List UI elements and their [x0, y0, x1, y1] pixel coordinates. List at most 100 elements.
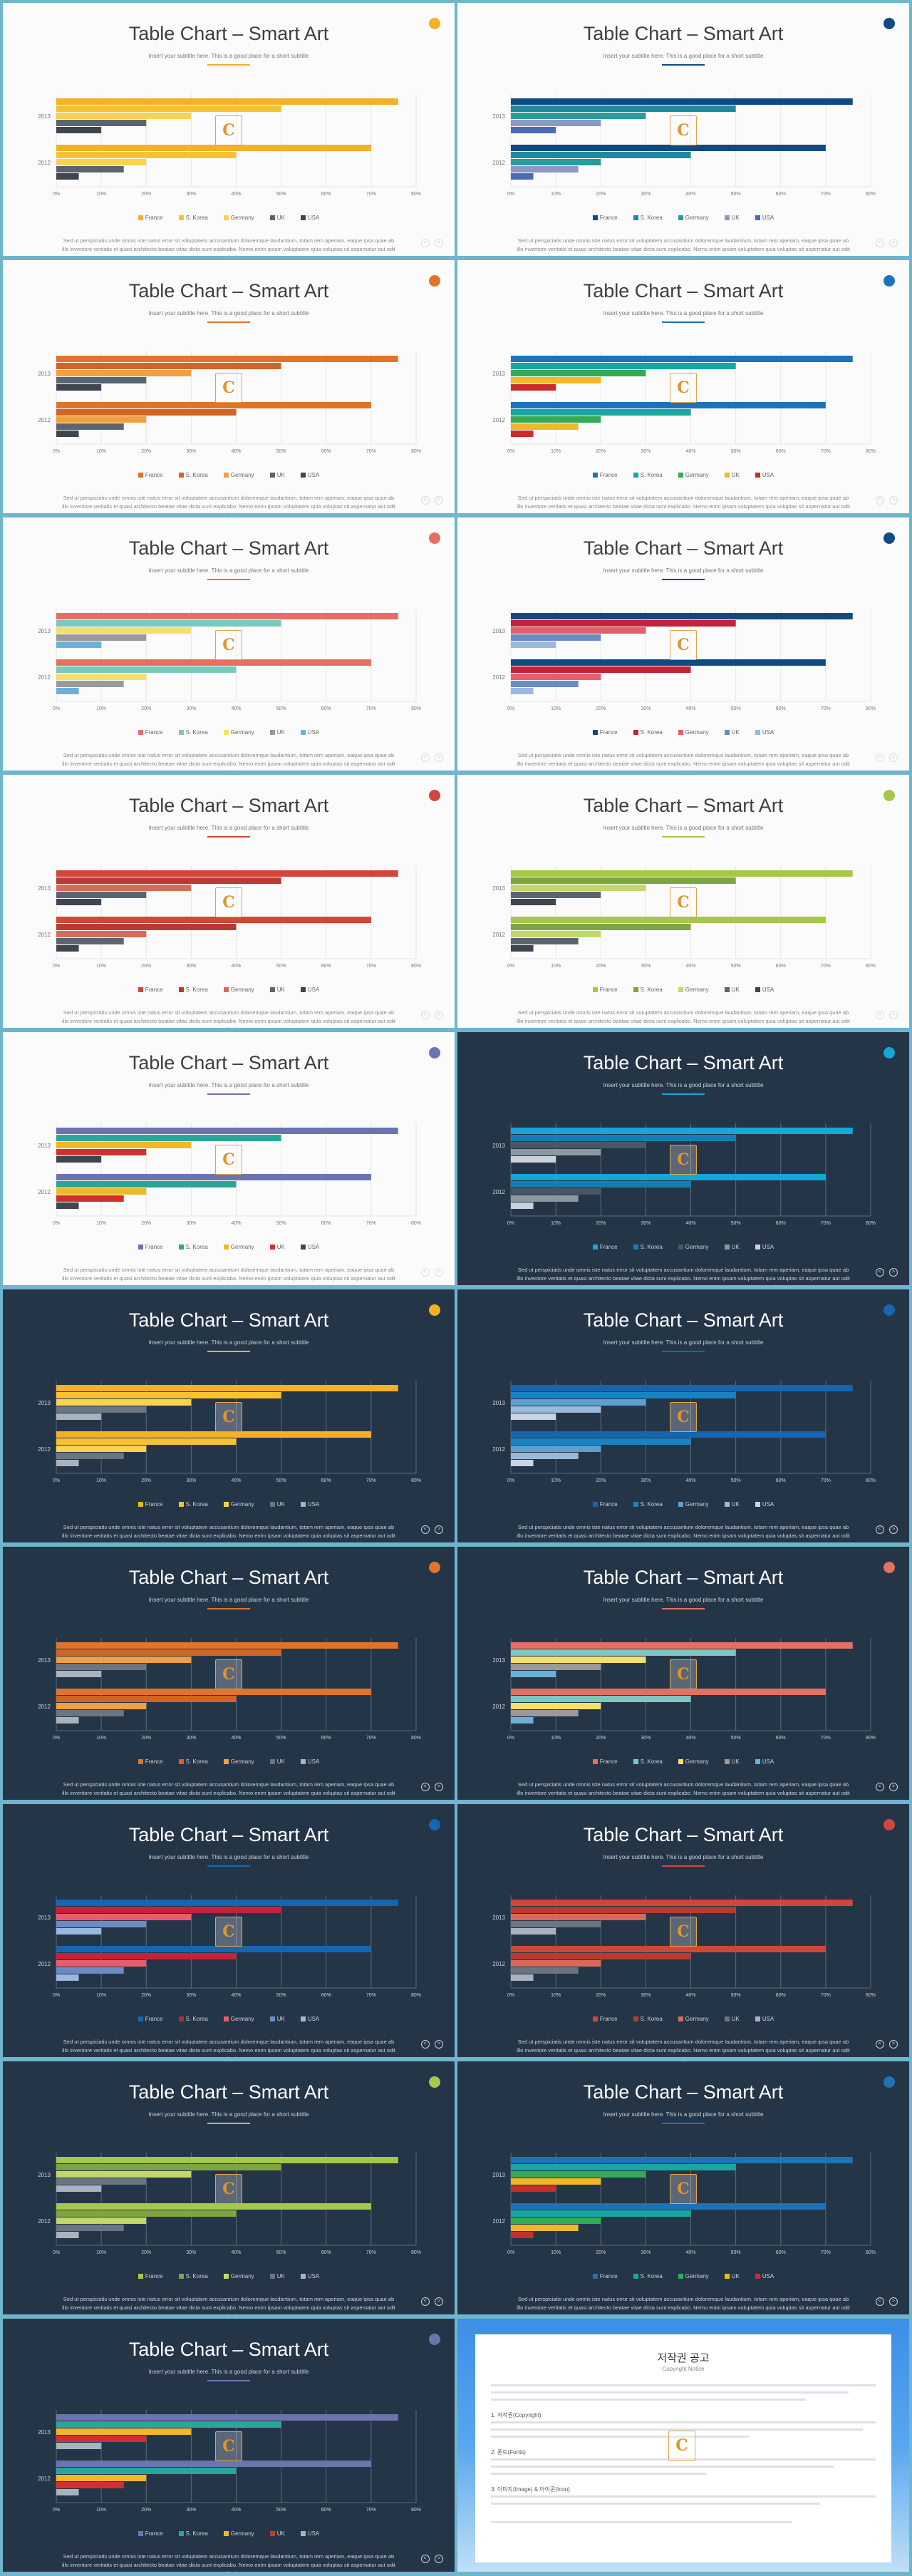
slide[interactable]: Table Chart – Smart Art Insert your subt… [3, 2061, 455, 2314]
prev-page-icon[interactable]: < [875, 1783, 884, 1791]
prev-page-icon[interactable]: < [420, 1783, 430, 1791]
bar [56, 2178, 147, 2185]
prev-page-icon[interactable]: < [420, 1525, 430, 1534]
x-tick-label: 80% [411, 1221, 421, 1226]
logo-watermark-icon: C [670, 373, 697, 403]
slide[interactable]: Table Chart – Smart Art Insert your subt… [3, 1032, 455, 1285]
slide[interactable]: Table Chart – Smart Art Insert your subt… [3, 3, 455, 256]
slide[interactable]: Table Chart – Smart Art Insert your subt… [457, 3, 909, 256]
legend-item: Germany [678, 472, 709, 478]
bar [56, 1974, 79, 1981]
prev-page-icon[interactable]: < [875, 496, 884, 505]
x-tick-label: 20% [141, 192, 151, 197]
bar [56, 2210, 237, 2217]
next-page-icon[interactable]: > [889, 1525, 898, 1534]
prev-page-icon[interactable]: < [875, 2297, 884, 2306]
slide[interactable]: Table Chart – Smart Art Insert your subt… [457, 1289, 909, 1542]
slide[interactable]: Table Chart – Smart Art Insert your subt… [457, 2061, 909, 2314]
legend-swatch-icon [138, 215, 143, 221]
next-page-icon[interactable]: > [889, 1783, 898, 1791]
legend-item: S. Korea [633, 215, 663, 221]
legend-label: UK [276, 986, 285, 993]
page-nav: < > [419, 2036, 443, 2049]
prev-page-icon[interactable]: < [875, 1268, 884, 1277]
prev-page-icon[interactable]: < [420, 1268, 430, 1277]
next-page-icon[interactable]: > [889, 753, 898, 762]
legend-label: Germany [685, 2016, 709, 2022]
next-page-icon[interactable]: > [889, 2297, 898, 2306]
bar [56, 892, 147, 898]
slide[interactable]: Table Chart – Smart Art Insert your subt… [3, 260, 455, 513]
legend-swatch-icon [724, 730, 730, 736]
legend-label: France [599, 472, 618, 478]
legend-item: S. Korea [633, 1758, 663, 1765]
slide[interactable]: Table Chart – Smart Art Insert your subt… [457, 1547, 909, 1800]
x-tick-label: 50% [731, 1736, 741, 1741]
prev-page-icon[interactable]: < [420, 753, 430, 762]
next-page-icon[interactable]: > [435, 496, 443, 505]
next-page-icon[interactable]: > [889, 2040, 898, 2049]
prev-page-icon[interactable]: < [420, 2040, 430, 2049]
prev-page-icon[interactable]: < [420, 2297, 430, 2306]
slide[interactable]: Table Chart – Smart Art Insert your subt… [457, 260, 909, 513]
legend-item: S. Korea [633, 2273, 663, 2279]
legend-label: UK [276, 1501, 285, 1508]
slide[interactable]: Table Chart – Smart Art Insert your subt… [457, 517, 909, 771]
category-label: 2012 [38, 160, 51, 166]
x-tick-label: 60% [321, 1736, 331, 1741]
slide[interactable]: Table Chart – Smart Art Insert your subt… [3, 517, 455, 771]
next-page-icon[interactable]: > [435, 2297, 443, 2306]
slide[interactable]: Table Chart – Smart Art Insert your subt… [3, 1804, 455, 2057]
title-underline [662, 64, 705, 66]
legend-item: Germany [678, 2273, 709, 2279]
prev-page-icon[interactable]: < [875, 2040, 884, 2049]
copyright-slide[interactable]: 저작권 공고 Copyright Notice 1. 저작권(Copyright… [457, 2319, 909, 2572]
prev-page-icon[interactable]: < [420, 2555, 430, 2563]
legend-item: France [592, 2016, 618, 2022]
title-underline [662, 2123, 705, 2124]
bar [511, 659, 826, 666]
next-page-icon[interactable]: > [435, 1011, 443, 1019]
chart-legend: France S. Korea Germany UK USA [457, 1758, 909, 1765]
slide[interactable]: Table Chart – Smart Art Insert your subt… [457, 1032, 909, 1285]
next-page-icon[interactable]: > [435, 753, 443, 762]
slide[interactable]: Table Chart – Smart Art Insert your subt… [3, 1289, 455, 1542]
slide[interactable]: Table Chart – Smart Art Insert your subt… [457, 1804, 909, 2057]
prev-page-icon[interactable]: < [875, 239, 884, 247]
legend-label: UK [731, 472, 740, 478]
bar [56, 1696, 237, 1702]
slide[interactable]: Table Chart – Smart Art Insert your subt… [3, 1547, 455, 1800]
bar [511, 1642, 853, 1649]
slide[interactable]: Table Chart – Smart Art Insert your subt… [457, 775, 909, 1028]
next-page-icon[interactable]: > [435, 1268, 443, 1277]
title-underline [662, 1865, 705, 1867]
next-page-icon[interactable]: > [435, 2555, 443, 2563]
prev-page-icon[interactable]: < [875, 753, 884, 762]
next-page-icon[interactable]: > [435, 1525, 443, 1534]
bar [511, 899, 556, 905]
next-page-icon[interactable]: > [889, 1011, 898, 1019]
prev-page-icon[interactable]: < [875, 1011, 884, 1019]
slide[interactable]: Table Chart – Smart Art Insert your subt… [3, 775, 455, 1028]
prev-page-icon[interactable]: < [420, 496, 430, 505]
legend-item: USA [300, 1244, 319, 1250]
prev-page-icon[interactable]: < [420, 1011, 430, 1019]
prev-page-icon[interactable]: < [420, 239, 430, 247]
body-text: Sed ut perspiciatis unde omnis iste natu… [62, 1524, 395, 1542]
bar [56, 423, 124, 430]
next-page-icon[interactable]: > [435, 2040, 443, 2049]
next-page-icon[interactable]: > [889, 239, 898, 247]
slide-subtitle: Insert your subtitle here. This is a goo… [603, 1597, 764, 1603]
prev-page-icon[interactable]: < [875, 1525, 884, 1534]
bar [56, 666, 237, 673]
slide[interactable]: Table Chart – Smart Art Insert your subt… [3, 2319, 455, 2572]
x-tick-label: 20% [141, 1478, 151, 1483]
next-page-icon[interactable]: > [435, 1783, 443, 1791]
next-page-icon[interactable]: > [889, 496, 898, 505]
next-page-icon[interactable]: > [889, 1268, 898, 1277]
bar [56, 613, 398, 619]
x-tick-label: 80% [411, 1736, 421, 1741]
legend-swatch-icon [138, 2531, 143, 2537]
next-page-icon[interactable]: > [435, 239, 443, 247]
category-label: 2012 [492, 1446, 505, 1453]
